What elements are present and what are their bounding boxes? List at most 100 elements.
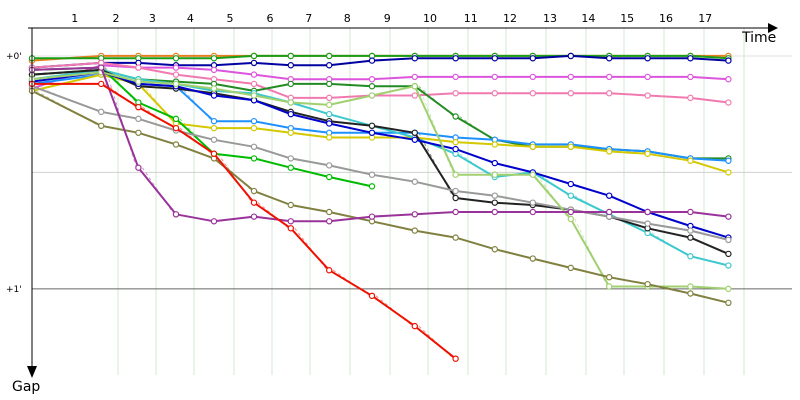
data-point [287,129,294,136]
data-point [491,199,498,206]
data-point [250,213,258,220]
data-point [172,141,180,148]
data-point [567,215,575,223]
data-point [135,164,142,171]
data-point [567,192,575,199]
data-point [411,136,418,143]
data-point [411,129,418,136]
series-layer [28,52,732,362]
data-point [491,90,498,97]
data-point [725,99,732,106]
lap-label: 5 [227,12,234,25]
data-point [368,76,376,83]
data-point [644,73,651,81]
data-point [97,122,105,130]
data-point [411,211,418,218]
data-point [368,57,376,64]
data-point [725,169,732,176]
lap-label: 8 [344,12,351,25]
lap-label: 3 [149,12,156,25]
lap-label: 10 [423,12,437,25]
data-point [368,122,376,130]
lap-label: 12 [503,12,517,25]
series-line [31,61,729,104]
data-point [326,162,333,169]
lap-label: 6 [267,12,274,25]
data-point [287,164,294,171]
data-point [452,55,459,62]
data-point [452,73,459,81]
data-point [250,59,258,67]
data-point [687,253,694,260]
data-point [567,73,575,81]
data-point [725,76,732,83]
data-point [368,129,376,136]
data-point [326,101,333,109]
gap-axis-arrow-icon [27,366,37,378]
data-point [452,187,459,195]
data-point [250,80,258,88]
data-point [172,64,180,71]
data-point [567,90,575,97]
data-point [135,64,142,71]
data-point [687,55,694,62]
data-point [606,148,613,155]
data-point [452,234,459,241]
data-point [687,94,694,102]
pit-connector [179,85,213,122]
data-point [210,218,218,225]
data-point [567,180,575,188]
lap-label: 7 [305,12,312,25]
data-point [411,178,418,185]
data-point [97,64,105,71]
lap-label: 17 [698,12,712,25]
data-point [491,171,498,178]
data-point [135,103,142,111]
data-point [172,55,180,62]
series-line [31,54,729,69]
data-point [210,117,218,125]
data-point [172,211,180,218]
series-line [31,64,729,90]
lap-label: 2 [113,12,120,25]
data-point [687,73,694,81]
data-point [606,208,613,216]
data-point [97,108,105,116]
data-point [368,292,376,300]
data-point [411,92,418,99]
data-point [606,90,613,97]
time-axis-arrow-icon [768,23,778,33]
data-point [368,83,376,90]
data-point [606,192,613,199]
data-point [687,157,694,164]
series-line [32,82,457,360]
series-line [31,90,729,304]
lap-label: 11 [464,12,478,25]
series-line [31,71,729,239]
series-line [32,54,729,60]
data-point [644,150,651,157]
data-point [606,55,613,62]
data-point [326,134,333,141]
data-point [529,208,537,216]
data-point [210,124,218,132]
data-point [725,285,732,293]
data-point [250,155,258,162]
data-point [567,143,575,150]
data-point [287,62,294,69]
data-point [529,199,537,206]
data-point [725,57,732,64]
data-point [287,218,294,225]
data-point [287,155,294,162]
series-line [31,66,729,223]
data-point [326,52,333,60]
data-point [452,145,459,153]
data-point [725,236,732,244]
data-point [210,55,218,62]
data-point [287,99,294,106]
data-point [687,208,694,216]
data-point [287,110,294,118]
gap-tick-label: +1' [6,285,22,295]
data-point [287,80,294,88]
data-point [135,115,142,123]
